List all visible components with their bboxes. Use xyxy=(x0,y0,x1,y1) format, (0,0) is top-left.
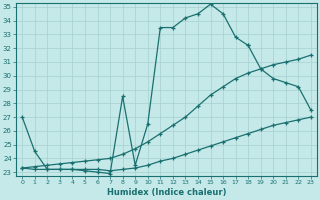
X-axis label: Humidex (Indice chaleur): Humidex (Indice chaleur) xyxy=(107,188,226,197)
